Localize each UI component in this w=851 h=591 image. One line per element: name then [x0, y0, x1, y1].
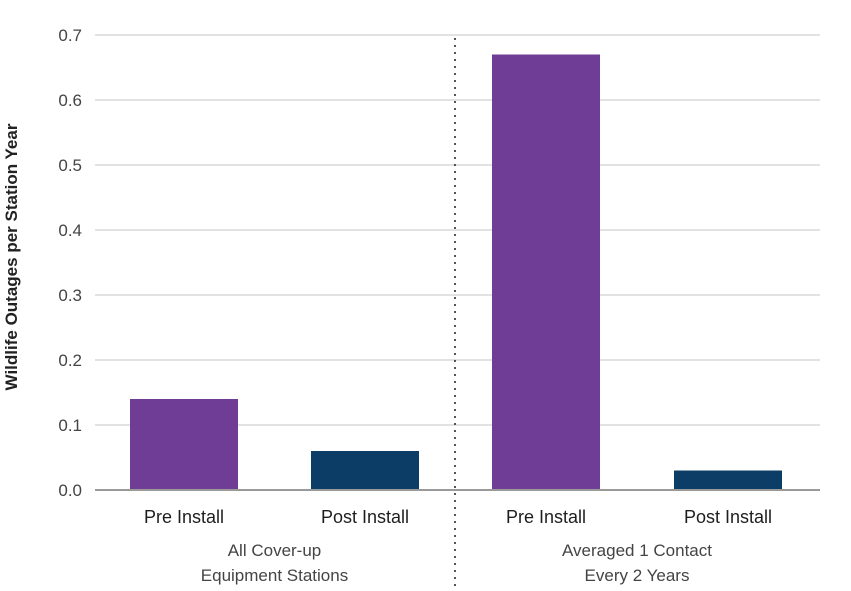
category-label: Pre Install	[506, 507, 586, 527]
y-tick-label: 0.6	[58, 91, 82, 110]
bars	[130, 54, 782, 490]
bar-pre-install	[130, 399, 238, 490]
y-tick-label: 0.5	[58, 156, 82, 175]
category-label: Pre Install	[144, 507, 224, 527]
y-tick-labels: 0.0 0.1 0.2 0.3 0.4 0.5 0.6 0.7	[58, 26, 82, 500]
category-label: Post Install	[684, 507, 772, 527]
group-label: Every 2 Years	[585, 566, 690, 585]
bar-post-install	[674, 470, 782, 490]
bar-pre-install	[492, 54, 600, 490]
category-labels: Pre Install Post Install Pre Install Post I…	[144, 507, 772, 527]
group-label: Equipment Stations	[201, 566, 348, 585]
y-axis-label: Wildlife Outages per Station Year	[2, 123, 21, 390]
y-tick-label: 0.3	[58, 286, 82, 305]
y-tick-label: 0.0	[58, 481, 82, 500]
group-labels: All Cover-up Equipment Stations Averaged 1…	[201, 541, 712, 585]
bar-post-install	[311, 451, 419, 490]
y-tick-label: 0.4	[58, 221, 82, 240]
category-label: Post Install	[321, 507, 409, 527]
y-tick-label: 0.2	[58, 351, 82, 370]
y-tick-label: 0.7	[58, 26, 82, 45]
group-label: Averaged 1 Contact	[562, 541, 712, 560]
group-label: All Cover-up	[228, 541, 322, 560]
gridlines	[95, 34, 820, 426]
y-tick-label: 0.1	[58, 416, 82, 435]
